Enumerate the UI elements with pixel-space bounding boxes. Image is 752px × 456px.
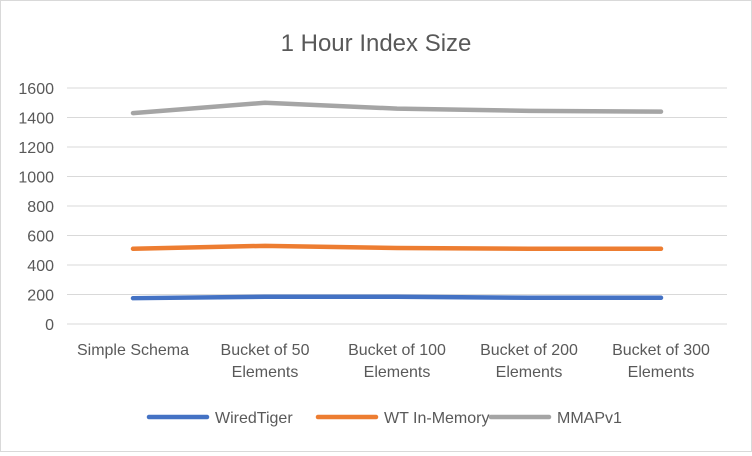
x-tick-label-line: Elements <box>232 364 299 381</box>
x-tick-label-line: Elements <box>628 364 695 381</box>
x-tick-label-line: Bucket of 200 <box>480 342 578 359</box>
y-tick-label: 0 <box>45 317 54 334</box>
legend: WiredTiger WT In-Memory MMAPv1 <box>149 410 622 427</box>
y-tick-label: 1600 <box>18 81 54 98</box>
x-tick-label-line: Elements <box>364 364 431 381</box>
gridlines <box>67 88 727 324</box>
x-tick-label: Bucket of 300 Elements <box>612 342 710 381</box>
chart-title: 1 Hour Index Size <box>281 30 472 57</box>
x-tick-label-line: Bucket of 50 <box>221 342 310 359</box>
x-tick-label: Bucket of 200 Elements <box>480 342 578 381</box>
x-tick-label: Simple Schema <box>77 342 189 359</box>
x-tick-label-line: Bucket of 100 <box>348 342 446 359</box>
legend-label: WiredTiger <box>215 410 293 427</box>
series-line-wiredtiger <box>133 297 661 298</box>
y-tick-label: 600 <box>27 229 54 246</box>
x-tick-label: Bucket of 100 Elements <box>348 342 446 381</box>
x-tick-label-line: Bucket of 300 <box>612 342 710 359</box>
y-axis-ticks: 0 200 400 600 800 1000 1200 1400 1600 <box>18 81 54 334</box>
legend-label: WT In-Memory <box>384 410 489 427</box>
y-tick-label: 800 <box>27 199 54 216</box>
x-tick-label: Bucket of 50 Elements <box>221 342 310 381</box>
y-tick-label: 1000 <box>18 170 54 187</box>
legend-label: MMAPv1 <box>557 410 622 427</box>
x-tick-label-line: Elements <box>496 364 563 381</box>
y-tick-label: 1400 <box>18 111 54 128</box>
y-tick-label: 400 <box>27 258 54 275</box>
y-tick-label: 1200 <box>18 140 54 157</box>
series-line-wt-in-memory <box>133 246 661 249</box>
y-tick-label: 200 <box>27 288 54 305</box>
series-line-mmapv1 <box>133 103 661 113</box>
x-tick-label-line: Simple Schema <box>77 342 189 359</box>
series-lines <box>133 103 661 298</box>
